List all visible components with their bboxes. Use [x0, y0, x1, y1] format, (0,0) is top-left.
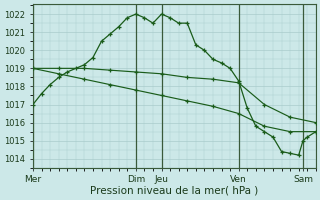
X-axis label: Pression niveau de la mer( hPa ): Pression niveau de la mer( hPa ) [90, 186, 259, 196]
